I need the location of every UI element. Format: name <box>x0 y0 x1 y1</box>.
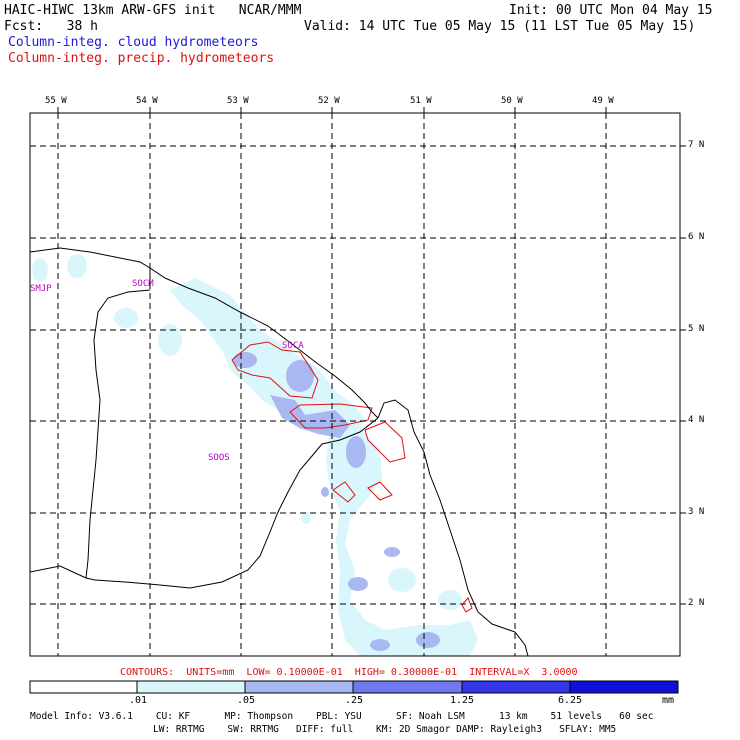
colorbar-segment-5 <box>461 680 571 694</box>
station-label: SOOS <box>208 453 230 463</box>
colorbar-segment-1 <box>29 680 138 694</box>
colorbar <box>29 680 679 694</box>
lon-label: 55 W <box>45 96 67 106</box>
lon-label: 49 W <box>592 96 614 106</box>
lat-label: 2 N <box>688 598 705 608</box>
colorbar-label: .25 <box>345 695 364 706</box>
lat-label: 6 N <box>688 232 705 242</box>
colorbar-label: 6.25 <box>558 695 583 706</box>
station-label: SMJP <box>30 284 52 294</box>
colorbar-segment-3 <box>244 680 354 694</box>
precip-contours <box>231 341 473 613</box>
coastlines <box>30 247 529 656</box>
model-info-line2: LW: RRTMG SW: RRTMG DIFF: full KM: 2D Sm… <box>153 724 617 735</box>
colorbar-label: 1.25 <box>450 695 475 706</box>
graticule <box>30 113 680 656</box>
lat-label: 3 N <box>688 507 705 517</box>
cloud-fill-light <box>32 254 478 656</box>
field-cloud-label: Column-integ. cloud hydrometeors <box>8 35 259 50</box>
lat-label: 4 N <box>688 415 705 425</box>
model-title: HAIC-HIWC 13km ARW-GFS init NCAR/MMM <box>4 3 302 18</box>
colorbar-label: .05 <box>237 695 256 706</box>
lat-label: 7 N <box>688 140 705 150</box>
valid-time: Valid: 14 UTC Tue 05 May 15 (11 LST Tue … <box>304 19 696 34</box>
colorbar-label: .01 <box>129 695 148 706</box>
tick-marks <box>57 107 686 605</box>
station-label: SOCA <box>282 341 304 351</box>
colorbar-segment-6 <box>569 680 679 694</box>
field-precip-label: Column-integ. precip. hydrometeors <box>8 51 275 66</box>
lon-label: 51 W <box>410 96 432 106</box>
map-frame <box>29 112 681 657</box>
model-info-line1: Model Info: V3.6.1 CU: KF MP: Thompson P… <box>30 711 654 722</box>
lon-label: 52 W <box>318 96 340 106</box>
forecast-hour: Fcst: 38 h <box>4 19 98 34</box>
lon-label: 53 W <box>227 96 249 106</box>
lat-label: 5 N <box>688 324 705 334</box>
colorbar-segment-2 <box>136 680 246 694</box>
station-label: SOCM <box>132 279 154 289</box>
lon-label: 50 W <box>501 96 523 106</box>
colorbar-units: mm <box>662 695 675 706</box>
colorbar-segment-4 <box>352 680 463 694</box>
contour-info: CONTOURS: UNITS=mm LOW= 0.10000E-01 HIGH… <box>120 667 578 678</box>
lon-label: 54 W <box>136 96 158 106</box>
init-time: Init: 00 UTC Mon 04 May 15 <box>509 3 713 18</box>
